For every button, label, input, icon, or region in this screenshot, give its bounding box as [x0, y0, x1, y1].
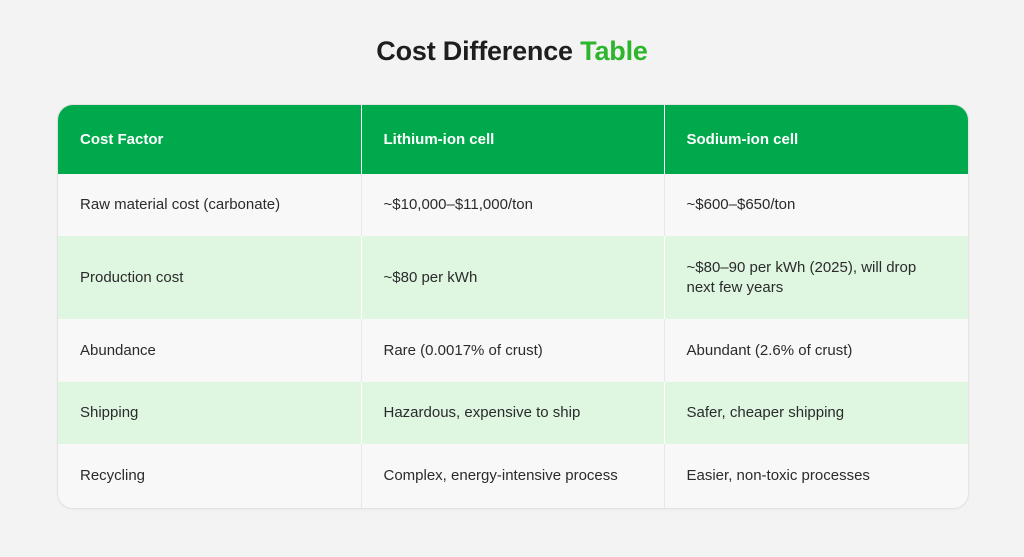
table-row: Recycling Complex, energy-intensive proc…	[58, 444, 968, 508]
column-header-sodium-ion: Sodium-ion cell	[664, 105, 968, 174]
table-cell: Easier, non-toxic processes	[664, 444, 968, 508]
table-cell: Shipping	[58, 382, 362, 444]
table-cell: Raw material cost (carbonate)	[58, 174, 362, 236]
table-row: Production cost ~$80 per kWh ~$80–90 per…	[58, 236, 968, 319]
table-cell: Abundant (2.6% of crust)	[664, 319, 968, 382]
title-accent: Table	[580, 36, 648, 66]
table-cell: Rare (0.0017% of crust)	[361, 319, 665, 382]
table-cell: Safer, cheaper shipping	[664, 382, 968, 444]
table-row: Abundance Rare (0.0017% of crust) Abunda…	[58, 319, 968, 382]
table-cell: ~$80–90 per kWh (2025), will drop next f…	[664, 236, 968, 319]
table-cell: Production cost	[58, 236, 362, 319]
column-header-lithium-ion: Lithium-ion cell	[361, 105, 665, 174]
table-cell: ~$600–$650/ton	[664, 174, 968, 236]
title-prefix: Cost Difference	[376, 36, 573, 66]
table-cell: Recycling	[58, 444, 362, 508]
cost-table-card: Cost Factor Lithium-ion cell Sodium-ion …	[57, 104, 969, 509]
table-cell: ~$10,000–$11,000/ton	[361, 174, 665, 236]
table-cell: ~$80 per kWh	[361, 236, 665, 319]
page-title: Cost Difference Table	[0, 36, 1024, 67]
table-header-row: Cost Factor Lithium-ion cell Sodium-ion …	[58, 105, 968, 174]
cost-difference-table: Cost Factor Lithium-ion cell Sodium-ion …	[58, 105, 968, 508]
column-header-cost-factor: Cost Factor	[58, 105, 362, 174]
table-cell: Abundance	[58, 319, 362, 382]
table-row: Shipping Hazardous, expensive to ship Sa…	[58, 382, 968, 444]
table-row: Raw material cost (carbonate) ~$10,000–$…	[58, 174, 968, 236]
table-cell: Complex, energy-intensive process	[361, 444, 665, 508]
table-cell: Hazardous, expensive to ship	[361, 382, 665, 444]
